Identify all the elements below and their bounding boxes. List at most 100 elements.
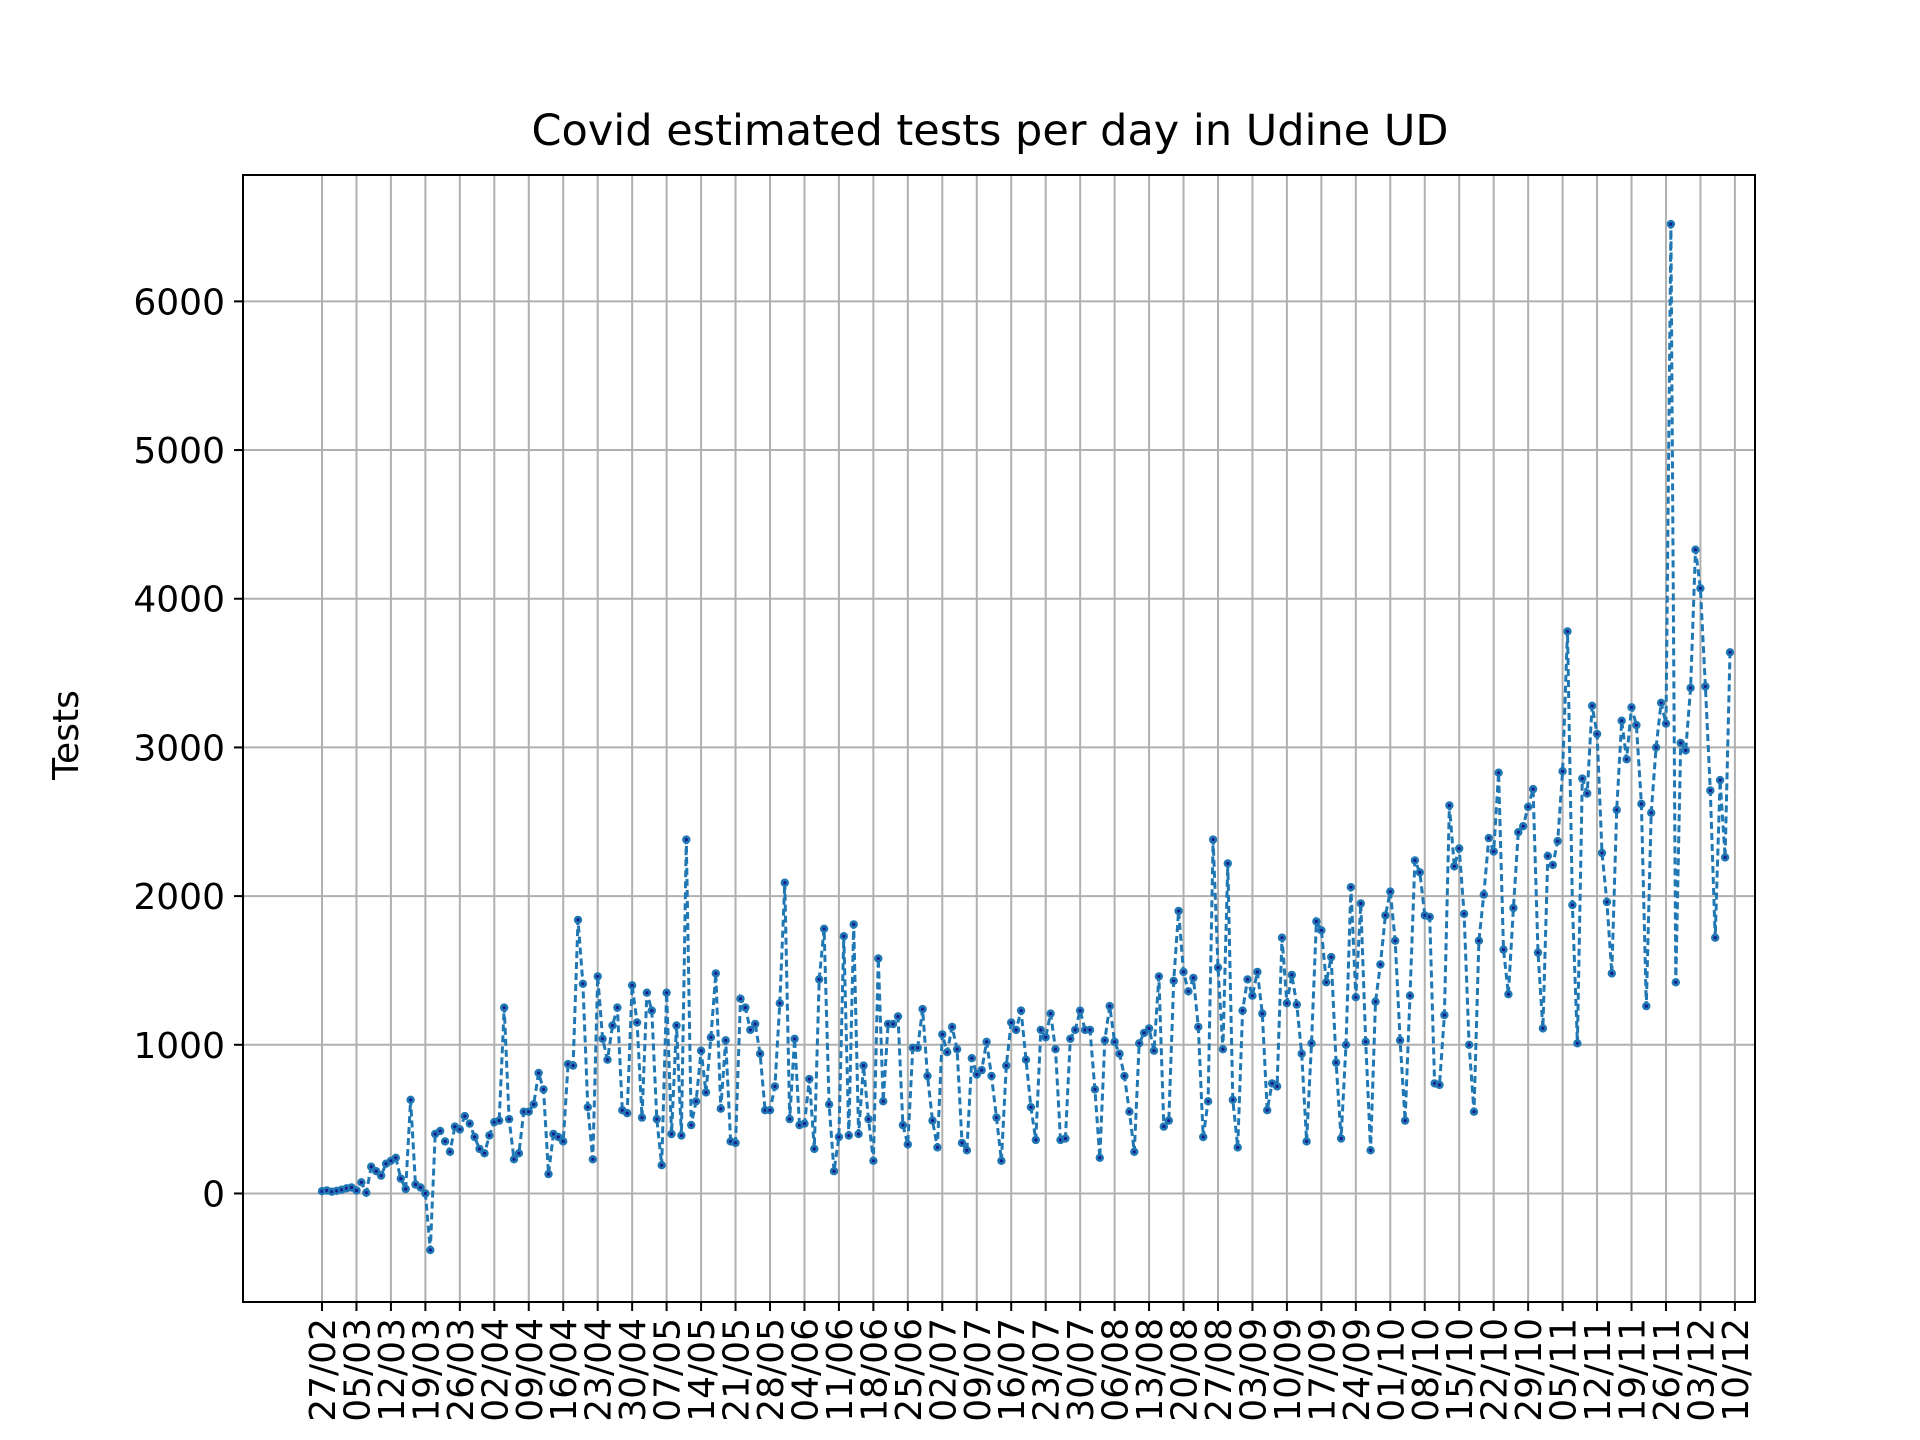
x-tick-label: 10/09 xyxy=(1268,1318,1309,1422)
data-point-center xyxy=(1044,1035,1048,1039)
data-point-center xyxy=(1629,705,1634,709)
data-point-center xyxy=(1009,1020,1013,1025)
data-point xyxy=(657,1161,666,1170)
data-point-center xyxy=(1452,864,1456,869)
data-point-center xyxy=(802,1122,807,1126)
data-point-center xyxy=(1245,977,1250,982)
data-point xyxy=(1189,973,1198,983)
data-point xyxy=(1642,1001,1651,1011)
data-point xyxy=(819,924,829,933)
data-point-center xyxy=(468,1122,472,1126)
x-tick-label: 28/05 xyxy=(751,1318,792,1422)
data-point xyxy=(1592,729,1602,739)
data-point xyxy=(765,1106,775,1115)
data-point-center xyxy=(660,1163,664,1167)
data-point xyxy=(603,1055,612,1064)
data-point-center xyxy=(596,974,600,979)
data-point xyxy=(1194,1022,1203,1032)
data-point-center xyxy=(1014,1028,1018,1032)
data-point xyxy=(780,878,789,887)
x-tick-label: 19/11 xyxy=(1613,1318,1654,1422)
data-point-center xyxy=(1610,971,1614,976)
data-point-center xyxy=(1098,1156,1102,1160)
data-point xyxy=(1504,990,1513,999)
data-point-center xyxy=(1437,1083,1442,1087)
x-tick-label: 22/10 xyxy=(1475,1318,1516,1422)
data-point xyxy=(460,1111,469,1121)
data-point xyxy=(1474,936,1484,945)
data-point xyxy=(1376,960,1385,969)
data-point xyxy=(1563,627,1572,636)
data-point-center xyxy=(1024,1058,1028,1062)
data-point-center xyxy=(881,1099,885,1103)
data-point-center xyxy=(1364,1040,1368,1044)
data-point-center xyxy=(1634,723,1638,727)
x-tick-label: 08/10 xyxy=(1406,1318,1447,1422)
data-point-center xyxy=(625,1111,629,1115)
data-point xyxy=(455,1125,464,1134)
data-point xyxy=(642,988,652,997)
x-tick-label: 05/11 xyxy=(1544,1318,1585,1422)
data-point-center xyxy=(832,1169,836,1173)
data-point xyxy=(1597,848,1607,858)
data-point xyxy=(1391,936,1400,945)
data-point xyxy=(1553,836,1562,846)
data-point-center xyxy=(1708,788,1712,793)
data-point-center xyxy=(443,1139,447,1143)
y-tick-label: 6000 xyxy=(133,282,225,323)
data-point xyxy=(1612,805,1621,815)
data-point-center xyxy=(1674,980,1678,984)
data-point xyxy=(470,1132,479,1142)
data-point xyxy=(1494,768,1503,777)
data-point-center xyxy=(837,1135,841,1139)
data-point-center xyxy=(1280,936,1284,940)
data-point-center xyxy=(1620,719,1624,723)
data-point xyxy=(1573,1039,1582,1048)
data-point-center xyxy=(551,1132,556,1136)
data-point xyxy=(406,1095,415,1105)
data-point-center xyxy=(1501,948,1506,952)
data-point xyxy=(1440,1010,1449,1020)
data-point xyxy=(588,1155,597,1164)
data-point xyxy=(839,932,848,941)
data-point xyxy=(1351,993,1361,1002)
data-point xyxy=(465,1119,474,1128)
data-point xyxy=(662,988,671,997)
data-point xyxy=(1071,1025,1080,1035)
data-point xyxy=(1676,738,1685,748)
data-point-center xyxy=(1531,787,1535,791)
data-point-center xyxy=(1157,974,1161,979)
data-point xyxy=(741,1003,750,1012)
x-tick-label: 29/10 xyxy=(1509,1318,1550,1422)
data-point xyxy=(691,1097,701,1106)
data-point xyxy=(1671,978,1681,987)
x-axis-ticks: 27/0205/0312/0319/0326/0302/0409/0416/04… xyxy=(303,1302,1757,1422)
data-point-center xyxy=(1398,1038,1402,1042)
data-point xyxy=(716,1104,725,1113)
data-point-center xyxy=(1270,1081,1274,1085)
data-point-center xyxy=(1649,811,1653,815)
data-point xyxy=(652,1114,661,1124)
data-point-center xyxy=(1546,854,1550,858)
data-point-center xyxy=(980,1068,984,1072)
data-point xyxy=(1661,719,1671,728)
data-point-center xyxy=(861,1064,866,1068)
data-point xyxy=(1558,767,1567,776)
x-tick-label: 20/08 xyxy=(1165,1318,1206,1422)
data-point xyxy=(874,954,883,963)
data-point-center xyxy=(1477,939,1481,943)
data-point-center xyxy=(379,1174,383,1178)
data-point-center xyxy=(433,1132,437,1136)
data-point xyxy=(1622,755,1631,764)
data-point-center xyxy=(1565,629,1570,634)
data-point xyxy=(1706,786,1715,795)
data-point xyxy=(1100,1036,1110,1045)
data-point-center xyxy=(1241,1009,1245,1013)
data-point xyxy=(1395,1036,1405,1045)
data-point xyxy=(357,1178,366,1187)
data-point-center xyxy=(743,1006,748,1010)
x-tick-label: 26/11 xyxy=(1647,1318,1688,1422)
data-point-center xyxy=(906,1142,910,1146)
data-point xyxy=(1061,1134,1070,1143)
data-point-center xyxy=(1093,1087,1097,1091)
